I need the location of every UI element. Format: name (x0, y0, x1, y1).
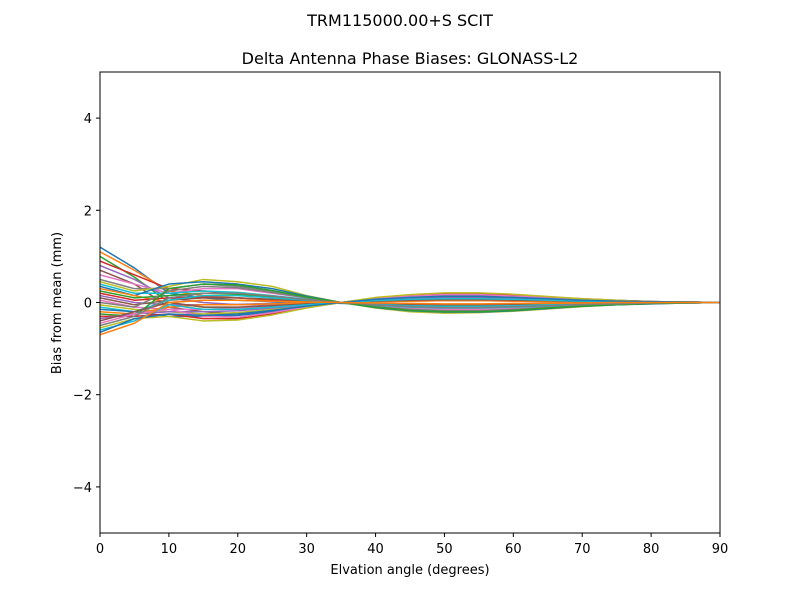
series-line-31 (100, 295, 720, 334)
y-tick-label: 0 (84, 297, 92, 312)
y-tick-label: 4 (84, 112, 92, 127)
y-tick-label: −2 (73, 389, 92, 404)
x-tick-label: 60 (505, 542, 522, 557)
x-tick-label: 40 (367, 542, 384, 557)
y-tick-label: −4 (73, 481, 92, 496)
x-tick-label: 10 (161, 542, 178, 557)
figure-suptitle: TRM115000.00+S SCIT (306, 11, 493, 30)
x-tick-label: 50 (436, 542, 453, 557)
x-tick-label: 80 (643, 542, 660, 557)
x-tick-label: 30 (298, 542, 315, 557)
x-axis-label: Elvation angle (degrees) (330, 563, 489, 578)
series-line-29 (100, 292, 720, 329)
series-group (100, 246, 720, 336)
x-tick-label: 70 (574, 542, 591, 557)
series-line-28 (100, 292, 720, 327)
y-tick-label: 2 (84, 204, 92, 219)
x-tick-label: 90 (712, 542, 729, 557)
y-axis-label: Bias from mean (mm) (50, 232, 65, 374)
x-tick-label: 20 (230, 542, 247, 557)
chart-title: Delta Antenna Phase Biases: GLONASS-L2 (242, 49, 579, 68)
series-line-32 (100, 299, 720, 336)
y-axis: −4 −2 0 2 4 (73, 112, 100, 496)
x-axis: 0 10 20 30 40 50 60 70 80 90 (96, 533, 728, 557)
series-line-23 (100, 283, 720, 318)
x-tick-label: 0 (96, 542, 104, 557)
